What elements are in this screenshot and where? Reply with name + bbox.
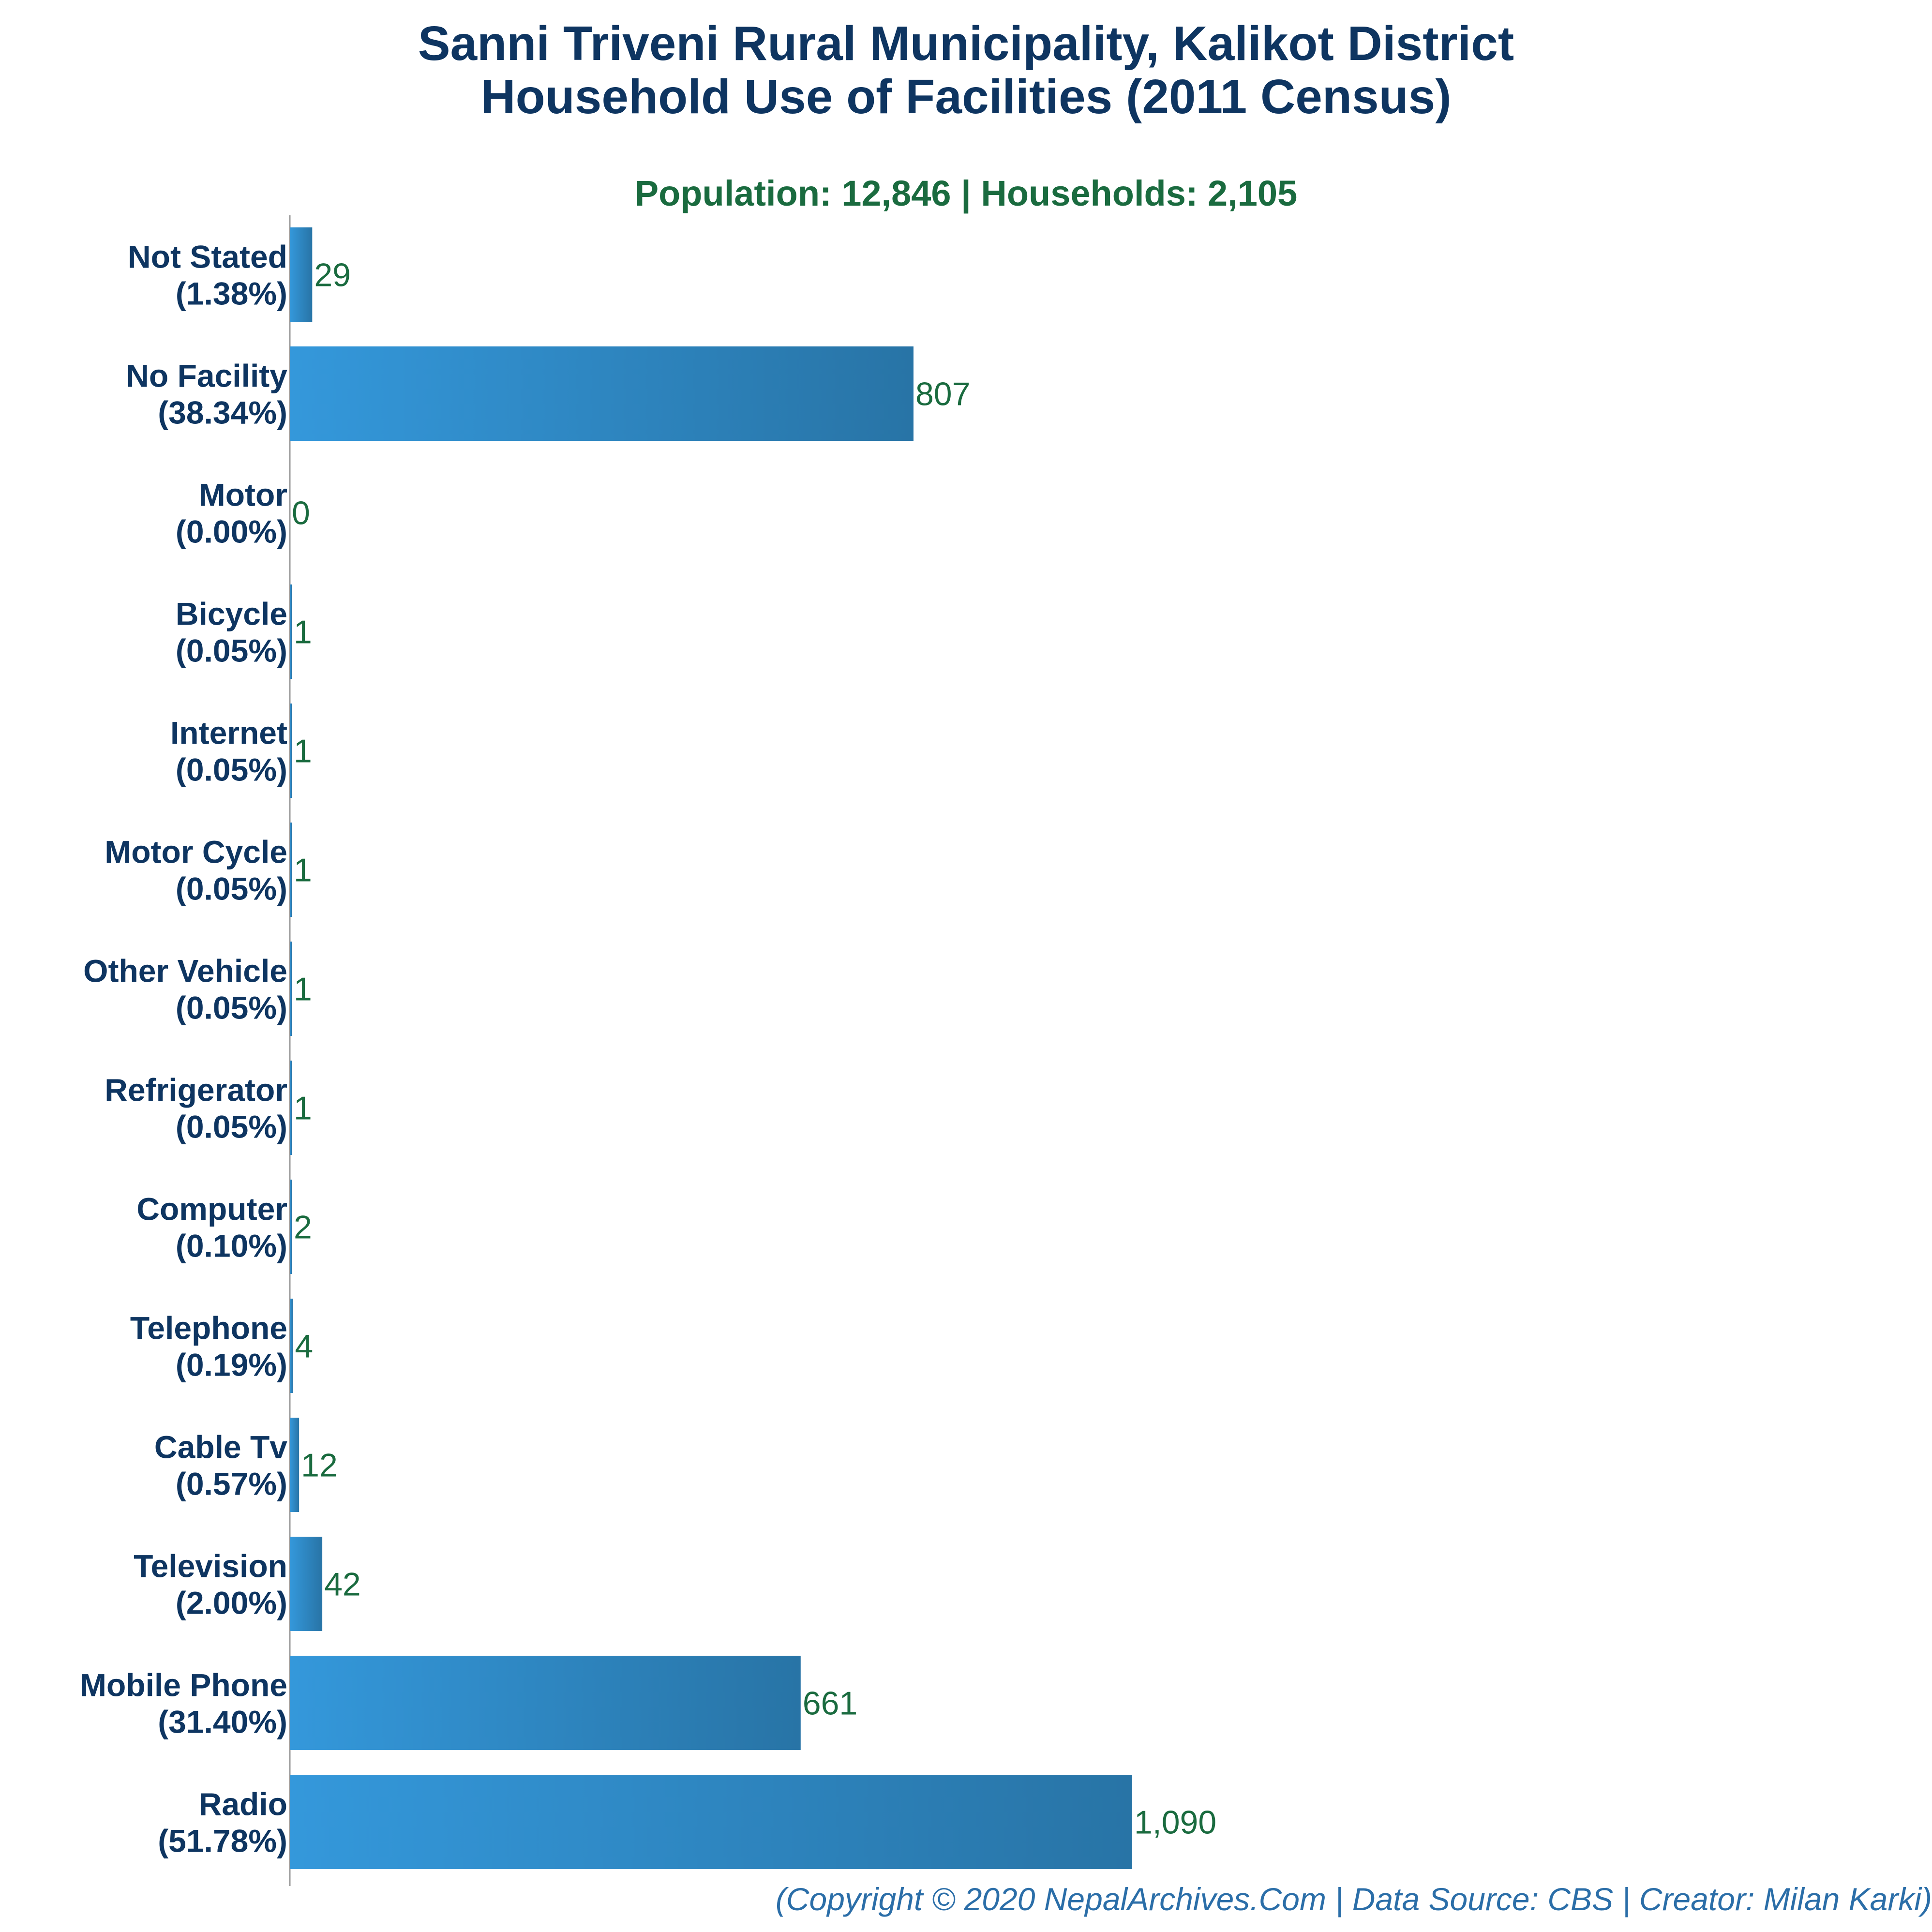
value-label-other-vehicle: 1 <box>294 971 312 1008</box>
percent-label-computer: (0.10%) <box>176 1228 287 1264</box>
category-label-not-stated: Not Stated <box>128 239 287 275</box>
bar-mobile-phone <box>290 1656 801 1750</box>
category-label-radio: Radio <box>199 1786 287 1822</box>
category-label-motor: Motor <box>199 477 287 513</box>
category-label-bicycle: Bicycle <box>176 596 287 632</box>
value-label-internet: 1 <box>294 733 312 770</box>
percent-label-telephone: (0.19%) <box>176 1347 287 1383</box>
bar-computer <box>290 1180 292 1274</box>
category-label-cable-tv: Cable Tv <box>154 1429 287 1465</box>
bar-refrigerator <box>290 1061 292 1155</box>
value-label-motor-cycle: 1 <box>294 852 312 889</box>
bars-group: 29 Not Stated(1.38%) 807 No Facility(38.34%… <box>80 227 1216 1869</box>
value-label-no-facility: 807 <box>915 376 970 413</box>
category-label-computer: Computer <box>136 1191 287 1227</box>
bar-not-stated <box>290 227 313 322</box>
percent-label-internet: (0.05%) <box>176 752 287 788</box>
footer-credit: (Copyright © 2020 NepalArchives.Com | Da… <box>775 1881 1932 1917</box>
chart-subtitle: Population: 12,846 | Households: 2,105 <box>634 173 1298 213</box>
percent-label-television: (2.00%) <box>176 1585 287 1621</box>
value-label-television: 42 <box>324 1566 361 1603</box>
value-label-radio: 1,090 <box>1134 1804 1216 1841</box>
bar-television <box>290 1537 323 1631</box>
bar-bicycle <box>290 584 292 679</box>
percent-label-bicycle: (0.05%) <box>176 633 287 669</box>
category-label-internet: Internet <box>170 715 287 751</box>
value-label-motor: 0 <box>292 495 310 532</box>
percent-label-cable-tv: (0.57%) <box>176 1466 287 1502</box>
category-label-no-facility: No Facility <box>126 358 287 394</box>
value-label-refrigerator: 1 <box>294 1090 312 1127</box>
bar-motor-cycle <box>290 823 292 917</box>
bar-no-facility <box>290 346 914 441</box>
bar-other-vehicle <box>290 942 292 1036</box>
bar-internet <box>290 704 292 798</box>
percent-label-not-stated: (1.38%) <box>176 276 287 312</box>
percent-label-mobile-phone: (31.40%) <box>158 1704 287 1740</box>
chart-title-line-1: Sanni Triveni Rural Municipality, Kaliko… <box>418 16 1514 71</box>
bar-telephone <box>290 1299 293 1393</box>
bar-cable-tv <box>290 1418 300 1512</box>
category-label-television: Television <box>134 1548 287 1584</box>
category-label-mobile-phone: Mobile Phone <box>80 1667 287 1703</box>
value-label-not-stated: 29 <box>314 257 351 294</box>
value-label-telephone: 4 <box>295 1328 313 1365</box>
value-label-computer: 2 <box>294 1209 312 1246</box>
category-label-other-vehicle: Other Vehicle <box>83 953 287 989</box>
percent-label-other-vehicle: (0.05%) <box>176 990 287 1026</box>
percent-label-motor-cycle: (0.05%) <box>176 871 287 907</box>
percent-label-motor: (0.00%) <box>176 514 287 550</box>
value-label-mobile-phone: 661 <box>803 1685 857 1722</box>
chart-title-line-2: Household Use of Facilities (2011 Census… <box>480 70 1452 124</box>
bar-radio <box>290 1775 1132 1869</box>
category-label-motor-cycle: Motor Cycle <box>105 834 287 870</box>
category-label-refrigerator: Refrigerator <box>105 1072 287 1108</box>
percent-label-no-facility: (38.34%) <box>158 395 287 431</box>
category-label-telephone: Telephone <box>130 1310 287 1346</box>
percent-label-refrigerator: (0.05%) <box>176 1109 287 1145</box>
value-label-bicycle: 1 <box>294 614 312 651</box>
value-label-cable-tv: 12 <box>301 1447 338 1484</box>
percent-label-radio: (51.78%) <box>158 1823 287 1859</box>
